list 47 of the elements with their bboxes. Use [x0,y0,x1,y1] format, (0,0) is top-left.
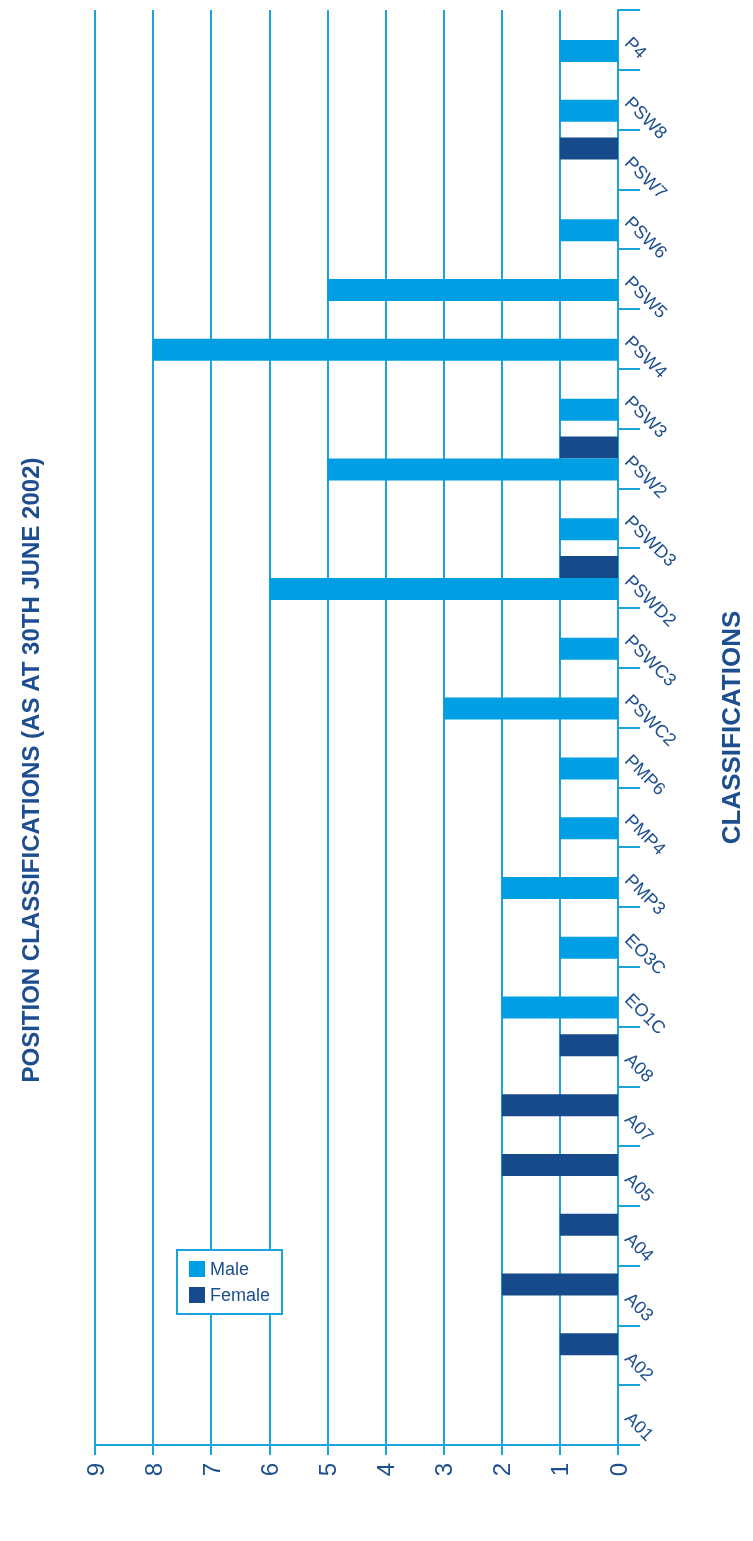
bar [269,578,618,601]
bar [501,1273,618,1296]
bar [559,637,618,660]
bar [559,1034,618,1057]
bar [559,39,618,62]
bar [559,436,618,459]
legend-label: Female [210,1285,271,1305]
y-tick-label: A07 [620,1109,658,1146]
x-tick-label: 1 [546,1463,574,1477]
bar [559,137,618,160]
bar [327,279,618,302]
bar [559,219,618,242]
x-tick-label: 0 [604,1463,632,1477]
bar [559,398,618,421]
bar [559,817,618,840]
y-tick-label: A05 [620,1168,658,1206]
bar [559,518,618,541]
x-tick-label: 3 [430,1463,458,1477]
bar [559,1333,618,1356]
text: POSITION CLASSIFICATIONS (AS AT 30TH JUNE 2002) [16,457,44,1083]
legend-label: Male [210,1259,250,1279]
bar [501,996,618,1019]
bar [501,1094,618,1117]
bar [327,458,618,481]
y-tick-label: P4 [620,32,651,63]
x-tick-label: 4 [372,1463,400,1477]
x-tick-label: 8 [139,1463,167,1477]
y-tick-label: A03 [620,1288,658,1326]
y-tick-label: A02 [620,1348,658,1386]
y-tick-label: A08 [620,1049,658,1087]
bar [559,757,618,780]
y-tick-label: A01 [620,1408,658,1445]
x-tick-label: 5 [313,1463,341,1477]
y-tick-label: A04 [620,1228,658,1266]
bar [501,876,618,899]
bar [153,338,618,361]
x-tick-label: 7 [197,1463,225,1477]
bar [559,936,618,959]
bar [501,1153,618,1176]
y-axis-title: CLASSIFICATIONS [716,610,746,845]
bar [559,1213,618,1236]
x-tick-label: 6 [255,1463,283,1477]
x-tick-label: 9 [81,1463,109,1477]
x-tick-label: 2 [488,1463,516,1477]
bar [559,556,618,579]
bar [443,697,618,720]
bar [559,99,618,122]
